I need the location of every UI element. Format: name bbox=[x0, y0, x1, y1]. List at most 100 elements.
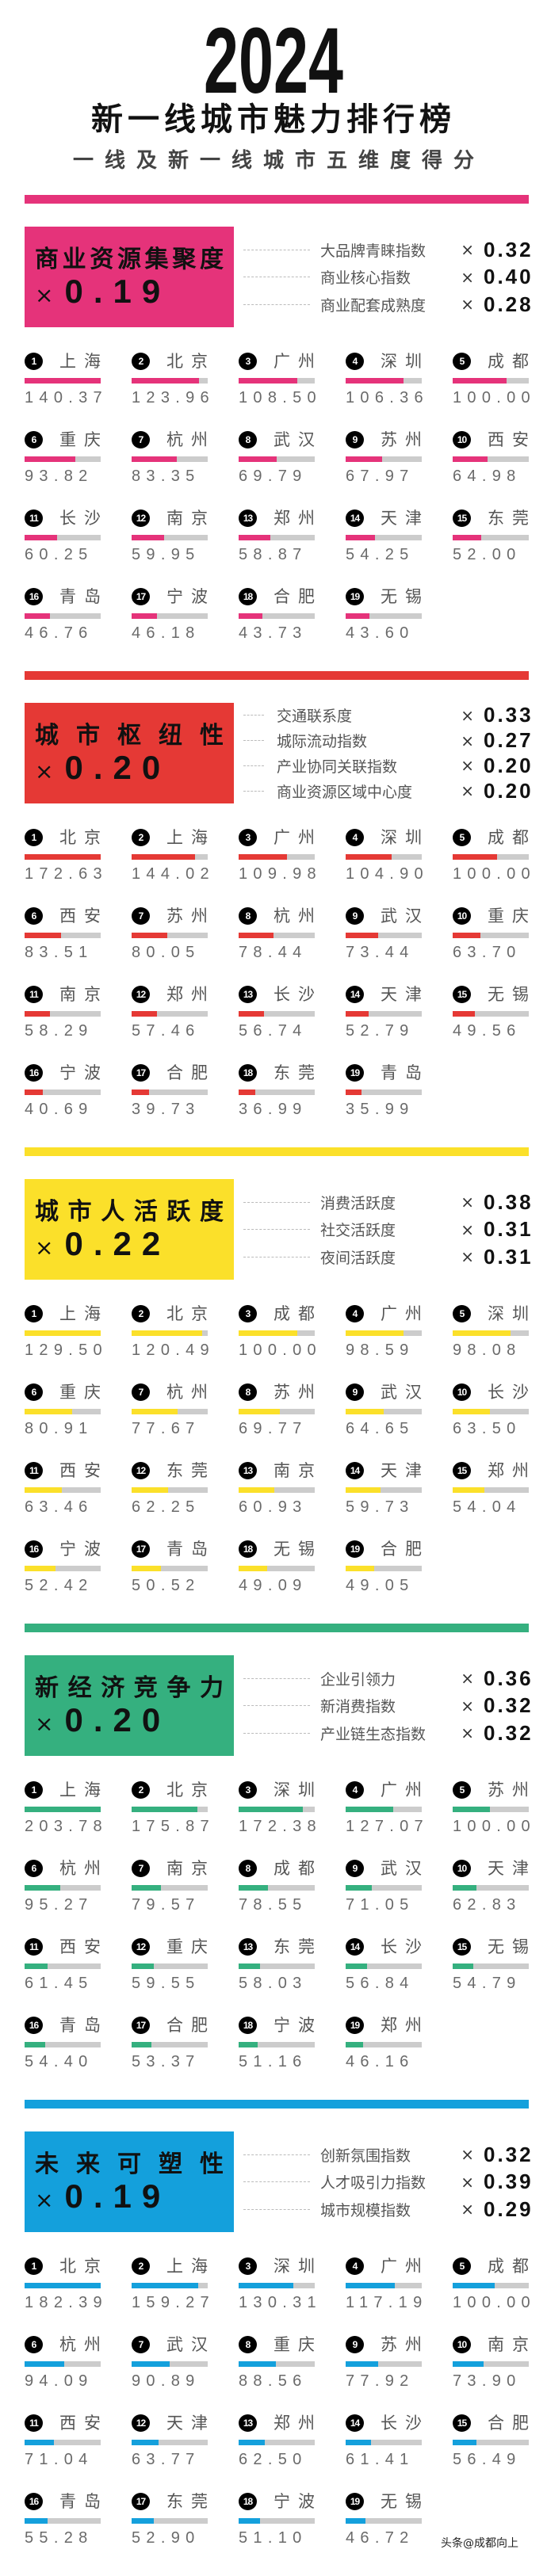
city-score-item: 17 合肥 53.37 bbox=[132, 2017, 208, 2095]
score-bar-fill bbox=[25, 1963, 48, 1969]
subtitle: 一线及新一线城市五维度得分 bbox=[72, 149, 485, 173]
city-name: 天津 bbox=[488, 1859, 537, 1878]
score-bar-track bbox=[346, 378, 422, 384]
score-bar-fill bbox=[346, 2042, 363, 2047]
score-bar-track bbox=[239, 1963, 315, 1969]
score-bar-fill bbox=[346, 1487, 381, 1493]
ranking-row: 1 北京 182.39 2 上海 159.27 3 深圳 130.31 4 广州 117.19 5 成都 1… bbox=[25, 2257, 530, 2336]
city-score-item: 7 苏州 80.05 bbox=[132, 907, 208, 986]
score-bar-fill bbox=[132, 1566, 162, 1571]
city-name: 北京 bbox=[59, 2257, 109, 2276]
score-bar-fill bbox=[239, 1885, 268, 1891]
sub-indicator-label: 商业资源区域中心度 bbox=[277, 783, 413, 801]
score-bar-fill bbox=[346, 2440, 372, 2445]
score-bar-fill bbox=[346, 1885, 373, 1891]
score-bar-track bbox=[346, 2440, 422, 2445]
rank-badge: 18 bbox=[239, 588, 257, 605]
rank-badge: 11 bbox=[25, 986, 43, 1003]
city-score-item: 15 无锡 54.79 bbox=[453, 1938, 529, 2017]
score-bar-track bbox=[239, 1011, 315, 1017]
sub-indicator-label: 商业配套成熟度 bbox=[320, 296, 427, 315]
score-bar-track bbox=[239, 1409, 315, 1414]
ranking-row: 11 西安 61.45 12 重庆 59.55 13 东莞 58.03 14 长沙 56.84 15 无锡… bbox=[25, 1938, 529, 2017]
city-name: 宁波 bbox=[59, 1540, 109, 1559]
ranking-row: 1 上海 203.78 2 北京 175.87 3 深圳 172.38 4 广州 127.07 5 苏州 1… bbox=[25, 1781, 530, 1860]
ranking-row: 6 重庆 93.82 7 杭州 83.35 8 武汉 69.79 9 苏州 67.97 10 西安 64.9… bbox=[25, 431, 529, 509]
city-score: 43.60 bbox=[346, 624, 415, 642]
city-score: 172.38 bbox=[239, 1818, 322, 1835]
sub-indicator-list: 消费活跃度 × 0.38 社交活跃度 × 0.31 夜间活跃度 × 0.31 bbox=[243, 1179, 531, 1280]
sub-indicator-label: 企业引领力 bbox=[320, 1670, 396, 1689]
rank-badge: 13 bbox=[239, 1462, 257, 1479]
city-score: 60.25 bbox=[25, 546, 94, 563]
score-bar-track bbox=[453, 378, 529, 384]
ranking-row: 11 西安 71.04 12 天津 63.77 13 郑州 62.50 14 长沙 61.41 15 合肥… bbox=[25, 2414, 529, 2493]
city-score: 58.29 bbox=[25, 1022, 94, 1040]
dimension-weight-value: 0.19 bbox=[64, 272, 171, 310]
rank-badge: 1 bbox=[25, 1305, 43, 1322]
city-score: 109.98 bbox=[239, 865, 322, 883]
city-score-item: 9 武汉 64.65 bbox=[346, 1383, 422, 1462]
score-bar-track bbox=[239, 2042, 315, 2047]
year-title: 2024 bbox=[204, 9, 343, 113]
dashed-leader-line bbox=[243, 1201, 310, 1203]
city-score: 59.55 bbox=[132, 1975, 201, 1992]
city-score: 52.00 bbox=[453, 546, 522, 563]
city-score-item: 1 北京 182.39 bbox=[25, 2257, 102, 2336]
score-bar-fill bbox=[346, 1011, 369, 1017]
city-score-item: 17 宁波 46.18 bbox=[132, 588, 208, 666]
dimension-title: 未来可塑性 bbox=[35, 2150, 224, 2178]
sub-indicator: 社交活跃度 × 0.31 bbox=[243, 1215, 531, 1243]
rank-badge: 1 bbox=[25, 1781, 43, 1799]
score-bar-track bbox=[239, 2440, 315, 2445]
sub-indicator: 大品牌青睐指数 × 0.32 bbox=[243, 236, 534, 264]
city-score-item: 19 无锡 46.72 bbox=[346, 2493, 422, 2571]
score-bar-fill bbox=[453, 1330, 511, 1336]
city-score-item: 6 西安 83.51 bbox=[25, 907, 101, 986]
city-score: 100.00 bbox=[453, 865, 536, 883]
city-score: 117.19 bbox=[346, 2294, 428, 2311]
score-bar-track bbox=[25, 1885, 101, 1891]
rank-badge: 17 bbox=[132, 2017, 150, 2034]
page-header: 2024 新一线城市魅力排行榜 一线及新一线城市五维度得分 bbox=[0, 0, 547, 195]
sub-indicator: 企业引领力 × 0.36 bbox=[243, 1665, 531, 1693]
score-bar-fill bbox=[239, 1409, 280, 1414]
ranking-row: 1 上海 140.37 2 北京 123.96 3 广州 108.50 4 深圳 106.36 5 成都 1… bbox=[25, 353, 530, 431]
city-score-item: 13 南京 60.93 bbox=[239, 1462, 315, 1540]
city-name: 成都 bbox=[274, 1304, 323, 1323]
dashed-leader-line bbox=[243, 2154, 310, 2155]
rank-badge: 13 bbox=[239, 986, 257, 1003]
section-divider-bar bbox=[25, 1147, 529, 1156]
score-bar-track bbox=[25, 1011, 101, 1017]
city-score: 80.91 bbox=[25, 1420, 94, 1437]
city-score-item: 1 上海 140.37 bbox=[25, 353, 102, 431]
city-score-item: 2 北京 123.96 bbox=[132, 353, 209, 431]
city-name: 北京 bbox=[59, 828, 109, 847]
score-bar-fill bbox=[132, 2440, 159, 2445]
score-bar-fill bbox=[239, 2361, 276, 2367]
city-score-item: 11 南京 58.29 bbox=[25, 986, 101, 1064]
city-score-item: 4 深圳 104.90 bbox=[346, 829, 423, 907]
score-bar-track bbox=[239, 1885, 315, 1891]
score-bar-track bbox=[239, 613, 315, 619]
score-bar-fill bbox=[346, 456, 383, 462]
score-bar-fill bbox=[132, 1963, 155, 1969]
watermark: 头条@成都向上 bbox=[441, 2537, 518, 2550]
rank-badge: 17 bbox=[132, 1064, 150, 1082]
score-bar-fill bbox=[132, 1409, 178, 1414]
city-score: 56.74 bbox=[239, 1022, 308, 1040]
ranking-row: 11 南京 58.29 12 郑州 57.46 13 长沙 56.74 14 天津 52.79 15 无锡… bbox=[25, 986, 529, 1064]
city-score-item: 8 杭州 78.44 bbox=[239, 907, 315, 986]
score-bar-track bbox=[25, 378, 101, 384]
sub-indicator: 创新氛围指数 × 0.32 bbox=[243, 2141, 531, 2169]
rank-badge: 9 bbox=[346, 431, 364, 448]
rank-badge: 13 bbox=[239, 509, 257, 527]
city-score-item: 1 上海 203.78 bbox=[25, 1781, 102, 1860]
multiply-sign: × bbox=[461, 1219, 474, 1239]
score-bar-track bbox=[25, 456, 101, 462]
city-score-item: 3 深圳 130.31 bbox=[239, 2257, 316, 2336]
sub-indicator-weight: 0.39 bbox=[484, 2170, 534, 2193]
score-bar-fill bbox=[453, 2283, 495, 2288]
sub-indicator-weight: 0.32 bbox=[484, 237, 534, 261]
score-bar-track bbox=[453, 1807, 529, 1812]
